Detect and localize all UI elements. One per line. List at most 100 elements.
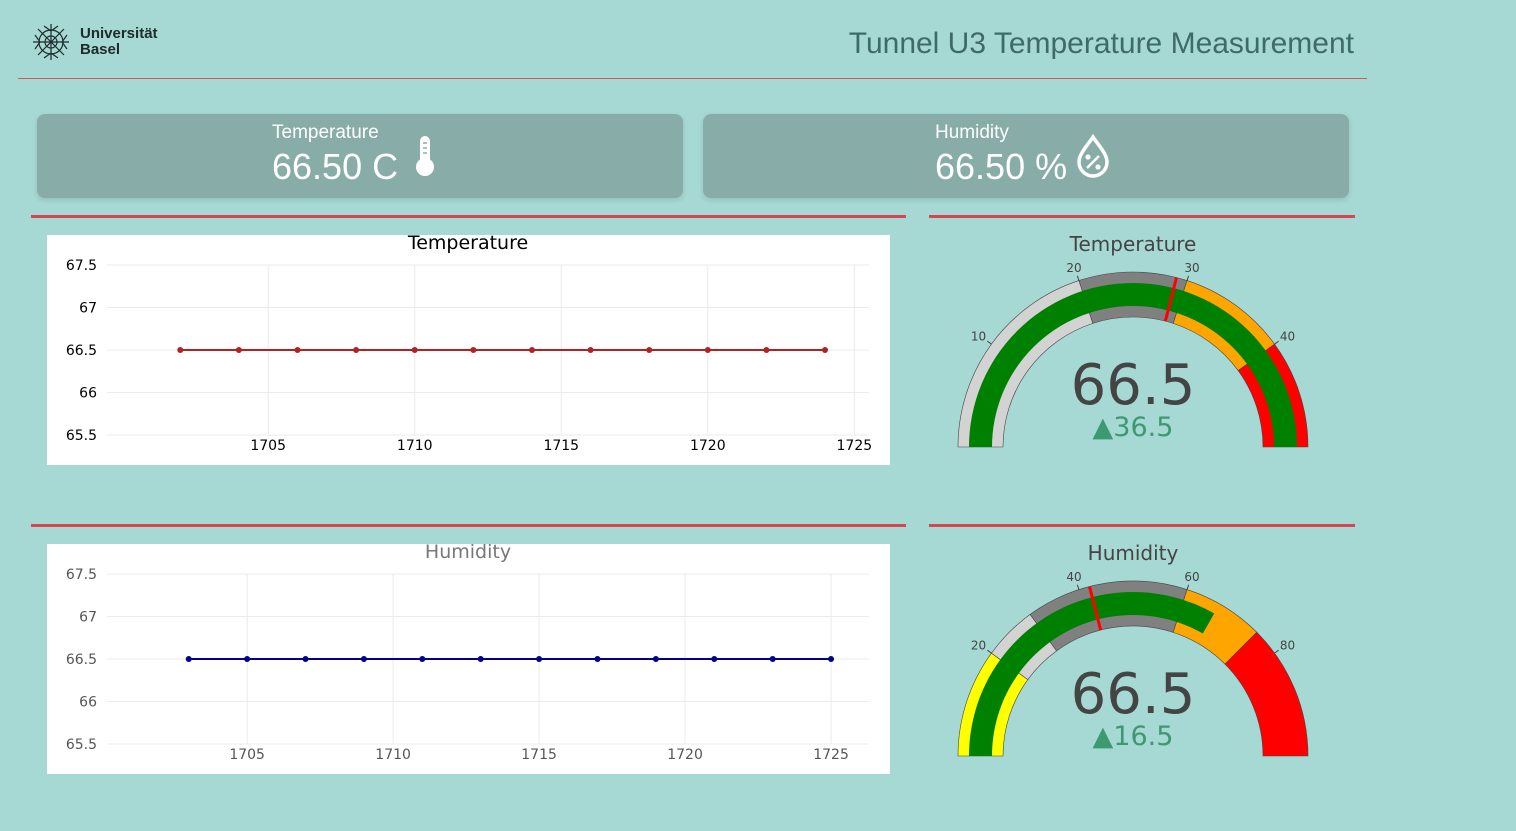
temperature-chart-y-tick-label: 66 — [79, 386, 97, 402]
temperature-gauge-title: Temperature — [1069, 232, 1197, 256]
temperature-chart-x-tick-label: 1720 — [690, 438, 726, 454]
temperature-gauge-divider — [929, 215, 1355, 218]
humidity-chart-x-tick-label: 1720 — [667, 747, 703, 763]
temperature-chart-data-point — [763, 347, 770, 353]
temperature-line-chart-svg: 65.5 66 66.5 67 67.5 1705 1710 1715 1720 1725 Temp… — [66, 232, 873, 454]
logo-line-2: Basel — [80, 41, 121, 58]
humidity-gauge-tick-label: 20 — [971, 638, 986, 652]
humidity-chart-y-tick-label: 66.5 — [66, 652, 97, 668]
humidity-gauge-value-bar — [969, 592, 1215, 756]
humidity-line-chart-svg: 65.5 66 66.5 67 67.5 1705 1710 1715 1720 1725 Humi… — [66, 541, 869, 763]
humidity-chart-data-point — [711, 656, 718, 662]
humidity-chart-data-point — [594, 656, 601, 662]
temperature-card-label: Temperature — [272, 122, 379, 143]
temperature-gauge-tick-mark — [1076, 275, 1080, 281]
humidity-chart-data-point — [828, 656, 835, 662]
temperature-chart-x-tick-label: 1715 — [543, 438, 579, 454]
humidity-gauge-tick-mark — [1076, 584, 1080, 590]
humidity-chart-data-point — [185, 656, 192, 662]
humidity-chart-x-tick-label: 1715 — [521, 747, 557, 763]
temperature-chart-data-point — [704, 347, 711, 353]
humidity-chart-data-point — [419, 656, 426, 662]
temperature-card-value: 66.50 C — [272, 146, 399, 187]
logo-line-1: Universität — [80, 25, 158, 42]
temperature-gauge-value-bar — [969, 283, 1297, 447]
temperature-gauge-tick-label: 40 — [1280, 329, 1295, 343]
temperature-gauge-tick-label: 30 — [1184, 261, 1199, 275]
humidity-chart-title: Humidity — [425, 544, 511, 563]
humidity-line-chart: 65.5 66 66.5 67 67.5 1705 1710 1715 1720 1725 Humi… — [47, 541, 890, 774]
temperature-gauge-tick-mark — [987, 340, 992, 345]
humidity-chart-data-point — [302, 656, 309, 662]
temperature-chart-data-point — [587, 347, 594, 353]
humidity-gauge-svg: Humidity 20 40 60 80 66.5▲16.5 — [957, 541, 1309, 757]
temperature-chart-data-point — [177, 347, 184, 353]
temperature-gauge-tick-label: 20 — [1066, 261, 1081, 275]
temperature-gauge: Temperature 10 20 30 40 66.5 ▲36.5 — [930, 228, 1336, 458]
humidity-chart-data-point — [477, 656, 484, 662]
temperature-chart-data-point — [646, 347, 653, 353]
humidity-gauge-title: Humidity — [1088, 541, 1179, 565]
humidity-chart-data-point — [652, 656, 659, 662]
humidity-card-value: 66.50 % — [935, 146, 1068, 187]
humidity-chart-data-point — [360, 656, 367, 662]
university-logo: Universität Basel — [30, 22, 158, 62]
temperature-line-chart: 65.5 66 66.5 67 67.5 1705 1710 1715 1720 1725 Temp… — [47, 232, 890, 465]
temperature-chart-x-tick-label: 1725 — [837, 438, 873, 454]
temperature-chart-title: Temperature — [407, 235, 528, 254]
temperature-chart-data-point — [470, 347, 477, 353]
humidity-gauge-tick-label: 60 — [1184, 570, 1199, 584]
temperature-chart-data-point — [294, 347, 301, 353]
temperature-gauge-threshold-marker — [1163, 277, 1178, 322]
temperature-chart-data-point — [411, 347, 418, 353]
temperature-card: Temperature 66.50 C — [37, 114, 683, 198]
humidity-chart-y-tick-label: 67.5 — [66, 567, 97, 583]
humidity-gauge-tick-mark — [1186, 584, 1190, 590]
temperature-card-content: Temperature 66.50 C — [272, 122, 398, 188]
temperature-gauge-value: 66.5 — [1071, 353, 1196, 418]
humidity-chart-data-point — [769, 656, 776, 662]
humidity-chart-y-tick-label: 65.5 — [66, 737, 97, 753]
temperature-chart-y-tick-label: 65.5 — [66, 428, 97, 444]
basel-logo-icon — [33, 24, 69, 60]
temperature-chart-data-point — [528, 347, 535, 353]
humidity-gauge: Humidity 20 40 60 80 66.5 ▲16.5 — [930, 537, 1336, 767]
humidity-gauge-tick-label: 80 — [1280, 638, 1295, 652]
humidity-gauge-step-band — [1224, 631, 1309, 757]
humidity-drop-icon — [1077, 134, 1109, 178]
temperature-gauge-tick-mark — [1186, 275, 1190, 281]
humidity-card-label: Humidity — [935, 122, 1009, 143]
temperature-chart-data-point — [353, 347, 360, 353]
logo-text: Universität Basel — [80, 26, 158, 58]
humidity-chart-y-tick-label: 66 — [79, 695, 97, 711]
temperature-gauge-svg: Temperature 10 20 30 40 66.5▲36.5 — [957, 232, 1309, 448]
thermometer-icon — [416, 136, 434, 176]
humidity-gauge-value: 66.5 — [1071, 662, 1196, 727]
humidity-chart-x-tick-label: 1710 — [375, 747, 411, 763]
temperature-chart-y-tick-label: 67.5 — [66, 258, 97, 274]
header-divider — [18, 78, 1367, 79]
temperature-chart-x-tick-label: 1705 — [250, 438, 286, 454]
humidity-gauge-delta: ▲16.5 — [1093, 721, 1174, 752]
humidity-gauge-divider — [929, 524, 1355, 527]
temperature-gauge-tick-label: 10 — [971, 329, 986, 343]
humidity-chart-divider — [31, 524, 906, 527]
temperature-chart-y-tick-label: 67 — [79, 301, 97, 317]
humidity-chart-x-tick-label: 1705 — [229, 747, 265, 763]
humidity-card: Humidity 66.50 % — [703, 114, 1349, 198]
temperature-chart-divider — [31, 215, 906, 218]
temperature-chart-data-point — [822, 347, 829, 353]
temperature-gauge-tick-mark — [1274, 340, 1279, 345]
humidity-gauge-tick-label: 40 — [1066, 570, 1081, 584]
humidity-gauge-tick-mark — [987, 649, 992, 654]
humidity-chart-y-tick-label: 67 — [79, 610, 97, 626]
temperature-chart-x-tick-label: 1710 — [397, 438, 433, 454]
humidity-chart-x-tick-label: 1725 — [813, 747, 849, 763]
page-title: Tunnel U3 Temperature Measurement — [848, 27, 1354, 60]
humidity-gauge-tick-mark — [1274, 649, 1279, 654]
temperature-gauge-delta: ▲36.5 — [1093, 412, 1174, 443]
humidity-gauge-threshold-marker — [1088, 586, 1103, 631]
humidity-chart-data-point — [536, 656, 543, 662]
temperature-chart-data-point — [235, 347, 242, 353]
temperature-chart-y-tick-label: 66.5 — [66, 343, 97, 359]
